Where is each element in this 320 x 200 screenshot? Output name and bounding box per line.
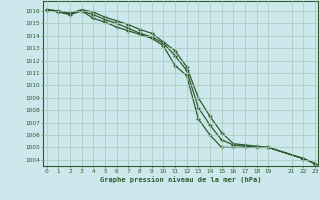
X-axis label: Graphe pression niveau de la mer (hPa): Graphe pression niveau de la mer (hPa) [100,176,261,183]
